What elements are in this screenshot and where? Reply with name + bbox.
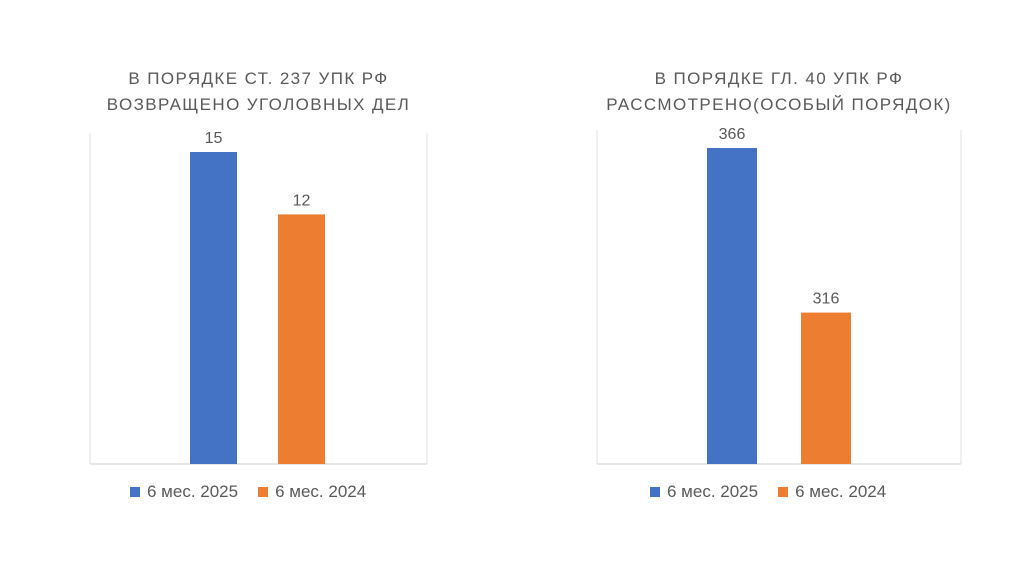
chart-1-title-line-2: ВОЗВРАЩЕНО УГОЛОВНЫХ ДЕЛ: [106, 95, 411, 114]
bar-2024: [801, 312, 851, 464]
bar-2025: [707, 148, 757, 464]
bar-2024: [278, 214, 325, 464]
chart-2-legend-item-2024: 6 мес. 2024: [778, 482, 886, 502]
chart-2-plot: 366 316: [596, 126, 962, 465]
chart-1-legend-item-2025: 6 мес. 2025: [130, 482, 238, 502]
chart-2-legend-item-2025: 6 мес. 2025: [650, 482, 758, 502]
chart-2-title-line-1: В ПОРЯДКЕ ГЛ. 40 УПК РФ: [654, 69, 904, 88]
legend-label: 6 мес. 2025: [667, 482, 759, 501]
legend-swatch-orange: [258, 487, 269, 497]
data-label-2025: 15: [205, 130, 223, 147]
data-label-2025: 366: [719, 126, 746, 143]
legend-swatch-blue: [650, 487, 660, 497]
legend-label: 6 мес. 2024: [795, 482, 887, 501]
chart-1-legend-item-2024: 6 мес. 2024: [258, 482, 366, 502]
data-label-2024: 316: [813, 291, 840, 308]
legend-label: 6 мес. 2024: [275, 482, 367, 501]
chart-1-legend: 6 мес. 2025 6 мес. 2024: [130, 482, 366, 502]
legend-swatch-blue: [130, 487, 140, 497]
legend-label: 6 мес. 2025: [147, 482, 239, 501]
legend-swatch-orange: [778, 487, 789, 497]
chart-1-title-line-1: В ПОРЯДКЕ СТ. 237 УПК РФ: [128, 69, 389, 88]
bar-2025: [190, 152, 237, 464]
chart-2-legend: 6 мес. 2025 6 мес. 2024: [650, 482, 886, 502]
chart-2-title: В ПОРЯДКЕ ГЛ. 40 УПК РФ РАССМОТРЕНО(ОСОБ…: [597, 66, 961, 118]
data-label-2024: 12: [293, 192, 311, 209]
chart-2-title-line-2: РАССМОТРЕНО(ОСОБЫЙ ПОРЯДОК): [606, 95, 952, 114]
chart-1-title: В ПОРЯДКЕ СТ. 237 УПК РФ ВОЗВРАЩЕНО УГОЛ…: [90, 66, 427, 118]
